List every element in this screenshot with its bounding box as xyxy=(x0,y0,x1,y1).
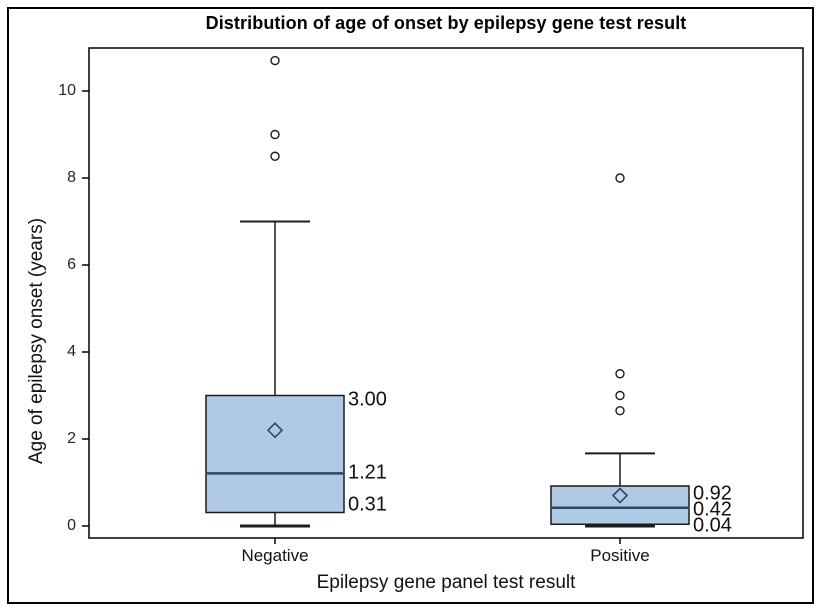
y-tick-label: 2 xyxy=(67,430,76,447)
outlier-point-positive xyxy=(615,406,625,416)
chart-title: Distribution of age of onset by epilepsy… xyxy=(205,13,687,33)
outlier-point-positive xyxy=(615,390,625,401)
outlier-point-positive xyxy=(615,173,625,183)
stat-label: 0.31 xyxy=(348,493,387,515)
outlier-point-negative xyxy=(270,151,280,161)
mean-diamond-positive xyxy=(611,487,629,504)
stat-label: 0.92 xyxy=(693,482,732,505)
outlier-point-negative xyxy=(270,129,280,140)
outlier-point-positive xyxy=(615,369,625,379)
y-tick-label: 4 xyxy=(67,343,76,360)
plot-frame xyxy=(88,47,804,539)
figure-border xyxy=(7,7,814,604)
box-negative xyxy=(205,394,345,514)
y-tick-label: 10 xyxy=(58,82,76,99)
y-tick-label: 0 xyxy=(67,517,76,534)
stat-label: 1.21 xyxy=(348,461,387,484)
box-positive xyxy=(550,485,690,526)
y-tick-label: 6 xyxy=(67,256,76,273)
x-category-label-negative: Negative xyxy=(241,546,309,565)
stat-label: 3.00 xyxy=(348,388,387,410)
mean-diamond-negative xyxy=(266,422,284,439)
outlier-point-negative xyxy=(270,55,280,66)
stat-label: 0.42 xyxy=(693,498,732,521)
y-tick-label: 8 xyxy=(67,169,76,186)
stat-label: 0.04 xyxy=(693,514,732,537)
x-axis-title: Epilepsy gene panel test result xyxy=(316,572,576,593)
x-category-label-positive: Positive xyxy=(590,546,650,565)
